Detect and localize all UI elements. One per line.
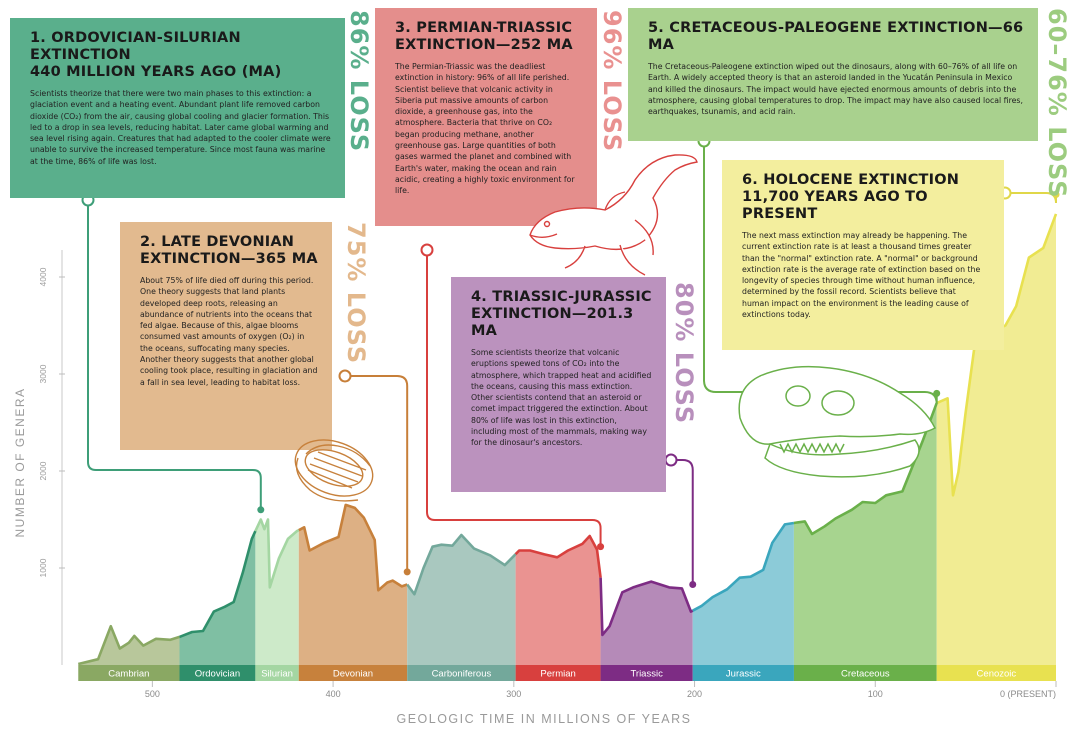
connector-line-2 [345,375,409,572]
period-label-ordovician: Ordovician [195,669,240,680]
period-label-jurassic: Jurassic [726,669,761,680]
event-2-text: About 75% of life died off during this p… [140,276,318,387]
period-label-silurian: Silurian [261,669,293,680]
period-band-permian [515,665,601,681]
event-4-title: 4. TRIASSIC-JURASSIC EXTINCTION—201.3 MA [471,289,652,339]
period-band-cenozoic [936,665,1056,681]
connector-start-dot-4 [664,453,678,467]
x-tick-label: 0 (PRESENT) [1000,689,1056,699]
x-axis-title: GEOLOGIC TIME IN MILLIONS OF YEARS [396,712,691,726]
y-tick-label: 3000 [38,364,48,383]
area-cambrian [78,626,180,665]
period-label-carboniferous: Carboniferous [432,669,492,680]
event-5-text: The Cretaceous-Paleogene extinction wipe… [648,62,1023,117]
period-band-triassic [600,665,693,681]
period-band-cretaceous [793,665,937,681]
period-band-ordovician [179,665,256,681]
line-silurian [254,518,300,589]
period-band-cambrian [78,665,180,681]
event-4-text: Some scientists theorize that volcanic e… [471,348,652,448]
y-axis-title: NUMBER OF GENERA [13,387,27,537]
area-devonian [298,504,408,665]
event-5-loss: 60–76% LOSS [1043,8,1071,199]
event-6-title: 6. HOLOCENE EXTINCTION 11,700 YEARS AGO T… [742,172,960,222]
area-triassic [600,577,693,665]
area-silurian [255,519,299,665]
event-3-loss: 96% LOSS [598,10,626,153]
x-tick-label: 200 [687,689,702,699]
event-3-title: 3. PERMIAN-TRIASSIC EXTINCTION—252 MA [395,20,573,53]
area-ordovician [179,531,256,665]
period-label-cambrian: Cambrian [108,669,149,680]
line-triassic [599,577,694,637]
x-tick-label: 500 [145,689,160,699]
connector-line-1 [87,200,262,510]
period-band-silurian [255,665,299,681]
event-1-loss: 86% LOSS [345,10,373,153]
connector-start-dot-2 [338,369,352,383]
connector-end-dot-3 [597,543,605,551]
period-band-jurassic [692,665,794,681]
period-label-triassic: Triassic [630,669,663,680]
period-label-cretaceous: Cretaceous [841,669,890,680]
event-box-2: 2. LATE DEVONIAN EXTINCTION—365 MA About … [120,222,332,450]
event-1-text: Scientists theorize that there were two … [30,89,331,166]
period-label-devonian: Devonian [333,669,373,680]
connector-end-dot-6 [1052,191,1060,199]
line-carboniferous [406,533,517,596]
y-tick-label: 4000 [38,267,48,286]
connector-end-dot-4 [689,580,697,588]
event-2-title: 2. LATE DEVONIAN EXTINCTION—365 MA [140,234,318,267]
period-label-permian: Permian [540,669,575,680]
event-box-3: 3. PERMIAN-TRIASSIC EXTINCTION—252 MA The… [375,8,597,226]
line-permian [514,534,602,578]
event-6-text: The next mass extinction may already be … [742,231,981,320]
event-box-6: 6. HOLOCENE EXTINCTION 11,700 YEARS AGO T… [722,160,1004,350]
event-box-1: 1. ORDOVICIAN-SILURIAN EXTINCTION 440 MIL… [10,18,345,198]
period-band-carboniferous [407,665,516,681]
event-2-loss: 75% LOSS [342,222,370,365]
y-tick-label: 2000 [38,461,48,480]
event-1-title: 1. ORDOVICIAN-SILURIAN EXTINCTION 440 MIL… [30,30,282,80]
connector-start-dot-3 [420,243,434,257]
connector-line-3 [426,250,602,547]
connector-end-dot-1 [257,506,265,514]
y-tick-label: 1000 [38,558,48,577]
connector-line-4 [671,459,694,585]
period-label-cenozoic: Cenozoic [977,669,1017,680]
x-tick-label: 400 [326,689,341,699]
connector-end-dot-5 [933,389,941,397]
line-devonian [298,503,408,592]
event-3-text: The Permian-Triassic was the deadliest e… [395,62,575,196]
area-cretaceous [793,403,937,665]
event-box-4: 4. TRIASSIC-JURASSIC EXTINCTION—201.3 MA … [451,277,666,492]
area-carboniferous [407,535,516,665]
line-jurassic [692,521,795,612]
x-tick-label: 100 [868,689,883,699]
x-tick-label: 300 [506,689,521,699]
line-ordovician [179,530,257,639]
area-cenozoic [936,213,1056,665]
line-cambrian [77,624,180,666]
event-5-title: 5. CRETACEOUS-PALEOGENE EXTINCTION—66 MA [648,20,1024,53]
period-band-devonian [298,665,408,681]
event-box-5: 5. CRETACEOUS-PALEOGENE EXTINCTION—66 MA… [628,8,1038,141]
connector-end-dot-2 [403,568,411,576]
event-4-loss: 80% LOSS [670,282,698,425]
area-permian [515,536,601,665]
area-jurassic [692,523,794,665]
